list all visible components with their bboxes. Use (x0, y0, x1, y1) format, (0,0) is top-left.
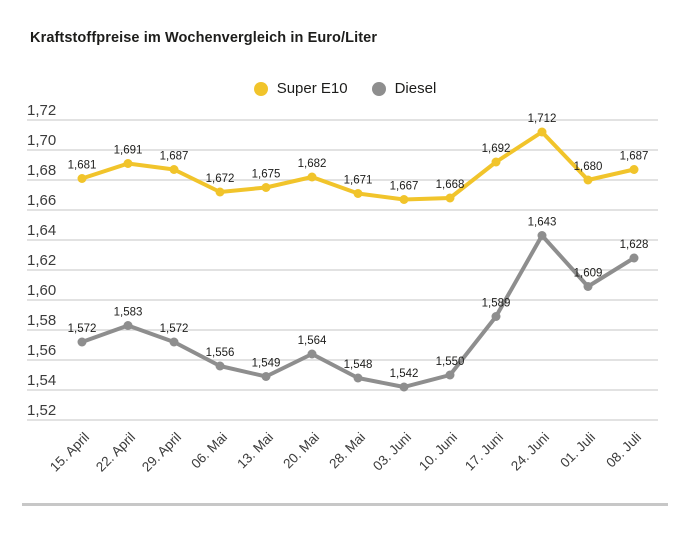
data-label-super-e10: 1,691 (114, 145, 143, 157)
data-label-diesel: 1,572 (160, 323, 189, 335)
y-axis-tick-label: 1,54 (27, 372, 56, 389)
data-label-super-e10: 1,692 (482, 143, 511, 155)
x-axis-tick-label: 06. Mai (188, 430, 230, 472)
data-point-diesel (307, 349, 317, 359)
x-axis-tick-label: 03. Juni (370, 430, 414, 474)
data-label-super-e10: 1,668 (436, 179, 465, 191)
data-label-diesel: 1,548 (344, 359, 373, 371)
data-point-diesel (445, 370, 455, 380)
x-axis-tick-label: 22. April (93, 430, 138, 475)
legend: Super E10 Diesel (0, 80, 690, 97)
super-e10-swatch-icon (253, 81, 268, 96)
y-axis-tick-label: 1,58 (27, 312, 56, 329)
data-label-super-e10: 1,671 (344, 175, 373, 187)
chart-title: Kraftstoffpreise im Wochenvergleich in E… (30, 30, 378, 46)
x-axis-tick-label: 08. Juli (603, 430, 644, 471)
data-label-super-e10: 1,687 (620, 151, 649, 163)
legend-label-diesel: Diesel (394, 80, 437, 97)
data-label-diesel: 1,609 (574, 268, 603, 280)
data-point-diesel (583, 282, 593, 291)
data-point-super-e10 (215, 187, 225, 197)
data-point-diesel (629, 253, 639, 263)
y-axis-tick-label: 1,70 (27, 132, 56, 149)
data-label-super-e10: 1,712 (528, 113, 557, 125)
data-label-super-e10: 1,681 (68, 160, 97, 172)
data-point-diesel (77, 337, 87, 347)
data-point-super-e10 (307, 172, 317, 182)
y-axis-tick-label: 1,56 (27, 342, 56, 359)
data-point-diesel (353, 373, 363, 383)
legend-item-super-e10: Super E10 (253, 80, 348, 97)
bottom-divider (22, 503, 668, 506)
x-axis-tick-label: 24. Juni (508, 430, 552, 474)
data-point-diesel (491, 312, 501, 321)
data-point-diesel (261, 372, 271, 381)
data-label-diesel: 1,550 (436, 356, 465, 368)
data-label-diesel: 1,589 (482, 298, 511, 310)
data-label-super-e10: 1,680 (574, 161, 603, 173)
x-axis-tick-label: 29. April (139, 430, 184, 475)
data-point-super-e10 (353, 189, 363, 198)
data-label-super-e10: 1,672 (206, 173, 235, 185)
y-axis-tick-label: 1,60 (27, 282, 56, 299)
line-chart: 1,72 1,70 1,68 1,66 1,64 1,62 1,60 1,58 1,56 1,54… (27, 102, 658, 475)
y-axis-tick-label: 1,68 (27, 162, 56, 179)
data-point-super-e10 (169, 165, 179, 174)
data-label-super-e10: 1,682 (298, 158, 327, 170)
y-axis-tick-label: 1,52 (27, 402, 56, 419)
data-point-super-e10 (77, 174, 87, 183)
x-axis-tick-label: 17. Juni (462, 430, 506, 474)
data-point-diesel (537, 231, 547, 240)
diesel-swatch-icon (371, 81, 386, 96)
data-label-super-e10: 1,687 (160, 151, 189, 163)
data-label-diesel: 1,572 (68, 323, 97, 335)
data-point-super-e10 (123, 159, 133, 168)
data-point-super-e10 (537, 127, 547, 137)
legend-label-super-e10: Super E10 (276, 80, 348, 97)
data-point-super-e10 (491, 157, 501, 167)
x-axis-tick-label: 01. Juli (557, 430, 598, 471)
data-label-diesel: 1,542 (390, 368, 419, 380)
data-label-diesel: 1,549 (252, 358, 281, 370)
data-label-diesel: 1,628 (620, 239, 649, 251)
data-point-super-e10 (399, 195, 409, 204)
y-axis-tick-label: 1,64 (27, 222, 56, 239)
x-axis-tick-label: 13. Mai (234, 430, 276, 472)
data-point-diesel (123, 321, 133, 330)
legend-item-diesel: Diesel (371, 80, 437, 97)
y-axis-tick-label: 1,72 (27, 102, 56, 119)
data-label-diesel: 1,643 (528, 217, 557, 229)
data-label-diesel: 1,583 (114, 307, 143, 319)
data-label-diesel: 1,564 (298, 335, 327, 347)
data-label-super-e10: 1,667 (390, 181, 419, 193)
data-point-super-e10 (261, 183, 271, 192)
data-point-super-e10 (445, 193, 455, 203)
data-point-diesel (399, 382, 409, 392)
data-point-diesel (215, 361, 225, 371)
data-point-diesel (169, 337, 179, 347)
x-axis-tick-label: 28. Mai (326, 430, 368, 472)
y-axis-tick-label: 1,66 (27, 192, 56, 209)
x-axis-tick-label: 20. Mai (280, 430, 322, 472)
y-axis-tick-label: 1,62 (27, 252, 56, 269)
data-point-super-e10 (583, 175, 593, 185)
x-axis-tick-label: 15. April (47, 430, 92, 475)
data-label-super-e10: 1,675 (252, 169, 281, 181)
data-point-super-e10 (629, 165, 639, 174)
x-axis-tick-label: 10. Juni (416, 430, 460, 474)
data-label-diesel: 1,556 (206, 347, 235, 359)
